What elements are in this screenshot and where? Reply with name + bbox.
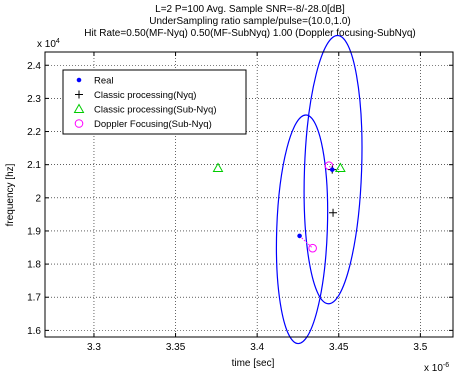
legend-marker-classic-processing-nyq	[75, 90, 83, 99]
x-exponent-power: -6	[443, 362, 449, 369]
y-tick-label: 2.2	[27, 127, 41, 138]
legend-marker-doppler-focusing-sub-nyq	[74, 119, 84, 128]
legend-box	[62, 69, 247, 135]
grid	[45, 52, 453, 337]
x-tick-label: 3.5	[413, 342, 427, 353]
legend-label-doppler-focusing-sub-nyq: Doppler Focusing(Sub-Nyq)	[94, 119, 212, 130]
x-tick-label: 3.45	[329, 342, 349, 353]
x-exponent-label: x 10-6	[424, 362, 449, 373]
point-classic-processing-nyq	[329, 208, 338, 217]
confidence-ellipse	[303, 34, 363, 305]
legend-label-real: Real	[94, 76, 114, 87]
chart-title: L=2 P=100 Avg. Sample SNR=-8/-28.0[dB] U…	[84, 4, 416, 39]
y-tick-label: 2.3	[27, 94, 41, 105]
y-tick-label: 1.7	[27, 293, 41, 304]
x-tick-label: 3.3	[87, 342, 101, 353]
y-exponent-base: x 10	[37, 39, 56, 50]
legend-marker-classic-processing-sub-nyq	[73, 103, 85, 113]
legend-marker-real	[76, 77, 82, 83]
y-exponent-power: 4	[56, 38, 60, 45]
legend: Real Classic processing(Nyq) Classic proce…	[62, 69, 247, 135]
plot-marks	[212, 34, 363, 345]
chart-title-line-3: Hit Rate=0.50(MF-Nyq) 0.50(MF-SubNyq) 1.…	[84, 28, 416, 39]
x-tick-label: 3.35	[166, 342, 186, 353]
y-tick-label: 1.6	[27, 326, 41, 337]
x-exponent-base: x 10	[424, 363, 443, 373]
y-axis-label: frequency [hz]	[5, 163, 16, 226]
point-real	[329, 167, 335, 172]
tick-labels: 3.3 3.35 3.4 3.45 3.5 1.6 1.7 1.8 1.9 2 2.1 2.2 2.3 2…	[27, 52, 453, 353]
legend-label-classic-processing-sub-nyq: Classic processing(Sub-Nyq)	[94, 105, 216, 116]
chart-title-line-2: UnderSampling ratio sample/pulse=(10.0,1…	[149, 16, 351, 27]
y-exponent-label: x 104	[37, 38, 60, 50]
x-tick-label: 3.4	[250, 342, 264, 353]
point-classic-processing-sub-nyq	[335, 162, 346, 172]
y-tick-label: 2.4	[27, 61, 41, 72]
y-tick-label: 1.9	[27, 226, 41, 237]
plot-frame	[44, 51, 454, 338]
point-doppler-focusing-sub-nyq	[308, 243, 317, 253]
y-tick-label: 2.1	[27, 160, 41, 171]
chart-title-line-1: L=2 P=100 Avg. Sample SNR=-8/-28.0[dB]	[155, 4, 345, 15]
legend-label-classic-processing-nyq: Classic processing(Nyq)	[94, 90, 196, 101]
x-axis-label: time [sec]	[232, 358, 275, 369]
point-classic-processing-sub-nyq	[212, 162, 224, 172]
point-real	[297, 233, 302, 239]
y-tick-label: 2	[35, 193, 41, 204]
confidence-ellipse	[275, 114, 329, 345]
y-tick-label: 1.8	[27, 260, 41, 271]
